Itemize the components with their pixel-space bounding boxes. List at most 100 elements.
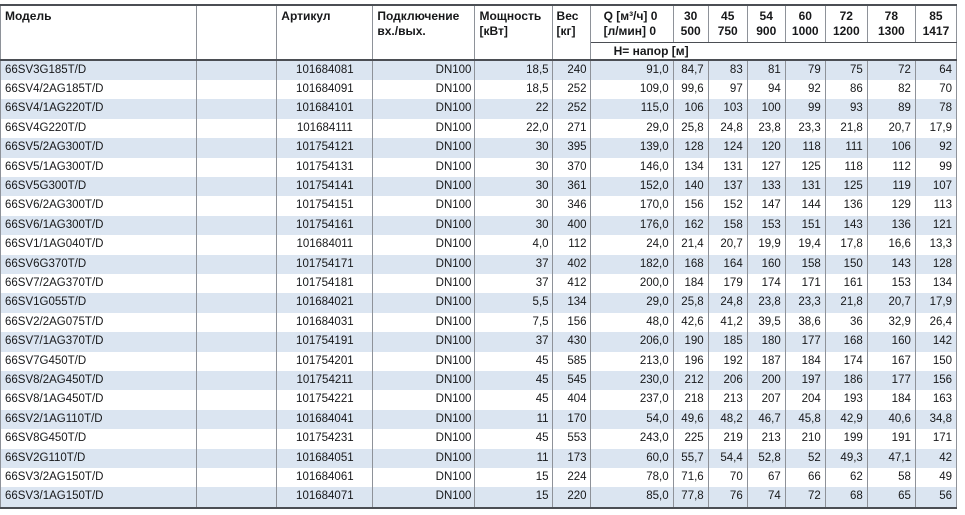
header-flow-72: 72 1200 bbox=[824, 5, 868, 43]
cell-head-72: 111 bbox=[824, 138, 868, 158]
cell-head-54: 39,5 bbox=[746, 312, 786, 333]
cell-head-54: 160 bbox=[746, 254, 786, 274]
cell-head-60: 131 bbox=[784, 176, 826, 197]
table-row: 66SV3/1AG150T/D 101684071 DN100 15 220 8… bbox=[0, 487, 958, 508]
cell-power: 11 bbox=[474, 448, 553, 469]
cell-head-54: 120 bbox=[746, 138, 786, 158]
cell-head-85: 70 bbox=[914, 79, 958, 100]
cell-head-78: 160 bbox=[866, 332, 916, 352]
header-power-line2: [кВт] bbox=[479, 24, 508, 38]
cell-article: 101754191 bbox=[276, 332, 374, 352]
cell-model: 66SV3G185T/D bbox=[0, 59, 198, 80]
cell-head-78: 153 bbox=[866, 273, 916, 294]
cell-head-72: 174 bbox=[824, 351, 868, 371]
cell-connection: DN100 bbox=[372, 293, 476, 313]
cell-model: 66SV6/2AG300T/D bbox=[0, 196, 198, 216]
cell-head-30: 162 bbox=[672, 215, 709, 236]
cell-head-54: 52,8 bbox=[746, 448, 786, 469]
cell-head-45: 219 bbox=[707, 429, 748, 449]
cell-model: 66SV3/1AG150T/D bbox=[0, 487, 198, 508]
cell-head-q0: 60,0 bbox=[589, 448, 674, 469]
cell-head-72: 161 bbox=[824, 273, 868, 294]
cell-head-q0: 109,0 bbox=[589, 79, 674, 100]
table-row: 66SV1G055T/D 101684021 DN100 5,5 134 29,… bbox=[0, 293, 958, 313]
cell-head-78: 72 bbox=[866, 59, 916, 80]
cell-head-85: 56 bbox=[914, 487, 958, 508]
cell-head-85: 107 bbox=[914, 176, 958, 197]
cell-power: 30 bbox=[474, 176, 553, 197]
cell-article: 101684011 bbox=[276, 235, 374, 255]
cell-model-spacer bbox=[196, 371, 278, 391]
cell-head-54: 67 bbox=[746, 468, 786, 488]
cell-head-q0: 24,0 bbox=[589, 235, 674, 255]
cell-model: 66SV7/1AG370T/D bbox=[0, 332, 198, 352]
cell-head-45: 206 bbox=[707, 371, 748, 391]
table-row: 66SV6/1AG300T/D 101754161 DN100 30 400 1… bbox=[0, 215, 958, 236]
table-row: 66SV6G370T/D 101754171 DN100 37 402 182,… bbox=[0, 254, 958, 274]
cell-model: 66SV4/1AG220T/D bbox=[0, 99, 198, 119]
cell-power: 18,5 bbox=[474, 79, 553, 100]
cell-head-45: 41,2 bbox=[707, 312, 748, 333]
cell-head-45: 192 bbox=[707, 351, 748, 371]
cell-model-spacer bbox=[196, 118, 278, 139]
cell-head-q0: 237,0 bbox=[589, 390, 674, 410]
table-row: 66SV2/1AG110T/D 101684041 DN100 11 170 5… bbox=[0, 409, 958, 430]
cell-model-spacer bbox=[196, 254, 278, 274]
cell-head-85: 150 bbox=[914, 351, 958, 371]
cell-model-spacer bbox=[196, 59, 278, 80]
cell-head-78: 129 bbox=[866, 196, 916, 216]
cell-model: 66SV8/1AG450T/D bbox=[0, 390, 198, 410]
cell-head-q0: 29,0 bbox=[589, 118, 674, 139]
cell-head-30: 42,6 bbox=[672, 312, 709, 333]
cell-weight: 402 bbox=[551, 254, 591, 274]
cell-head-85: 156 bbox=[914, 371, 958, 391]
cell-head-60: 151 bbox=[784, 215, 826, 236]
table-row: 66SV8/1AG450T/D 101754221 DN100 45 404 2… bbox=[0, 390, 958, 410]
cell-model-spacer bbox=[196, 448, 278, 469]
cell-head-45: 152 bbox=[707, 196, 748, 216]
cell-head-30: 140 bbox=[672, 176, 709, 197]
cell-head-85: 121 bbox=[914, 215, 958, 236]
cell-head-30: 190 bbox=[672, 332, 709, 352]
cell-article: 101754141 bbox=[276, 176, 374, 197]
header-q-line1: Q [м³/ч] 0 bbox=[603, 9, 658, 23]
cell-connection: DN100 bbox=[372, 99, 476, 119]
cell-model-spacer bbox=[196, 312, 278, 333]
cell-head-85: 128 bbox=[914, 254, 958, 274]
cell-head-72: 17,8 bbox=[824, 235, 868, 255]
cell-article: 101684061 bbox=[276, 468, 374, 488]
cell-weight: 224 bbox=[551, 468, 591, 488]
cell-connection: DN100 bbox=[372, 429, 476, 449]
cell-head-q0: 91,0 bbox=[589, 59, 674, 80]
cell-model-spacer bbox=[196, 196, 278, 216]
cell-head-78: 143 bbox=[866, 254, 916, 274]
cell-head-60: 118 bbox=[784, 138, 826, 158]
header-flow-85: 85 1417 bbox=[914, 5, 958, 43]
cell-connection: DN100 bbox=[372, 409, 476, 430]
cell-head-45: 131 bbox=[707, 157, 748, 177]
cell-head-54: 23,8 bbox=[746, 118, 786, 139]
cell-power: 11 bbox=[474, 409, 553, 430]
header-model: Модель bbox=[0, 5, 198, 61]
cell-head-30: 218 bbox=[672, 390, 709, 410]
table-row: 66SV4G220T/D 101684111 DN100 22,0 271 29… bbox=[0, 118, 958, 139]
cell-head-85: 26,4 bbox=[914, 312, 958, 333]
cell-head-72: 199 bbox=[824, 429, 868, 449]
cell-connection: DN100 bbox=[372, 176, 476, 197]
cell-head-72: 62 bbox=[824, 468, 868, 488]
cell-weight: 585 bbox=[551, 351, 591, 371]
header-article: Артикул bbox=[276, 5, 374, 61]
cell-model-spacer bbox=[196, 390, 278, 410]
cell-head-45: 213 bbox=[707, 390, 748, 410]
cell-head-60: 158 bbox=[784, 254, 826, 274]
cell-head-78: 16,6 bbox=[866, 235, 916, 255]
header-q-flow: Q [м³/ч] 0 [л/мин] 0 bbox=[589, 5, 674, 43]
cell-weight: 252 bbox=[551, 99, 591, 119]
cell-model: 66SV6/1AG300T/D bbox=[0, 215, 198, 236]
cell-head-72: 118 bbox=[824, 157, 868, 177]
cell-head-78: 20,7 bbox=[866, 118, 916, 139]
header-weight-line2: [кг] bbox=[556, 24, 576, 38]
cell-connection: DN100 bbox=[372, 59, 476, 80]
cell-head-54: 180 bbox=[746, 332, 786, 352]
cell-head-60: 45,8 bbox=[784, 409, 826, 430]
